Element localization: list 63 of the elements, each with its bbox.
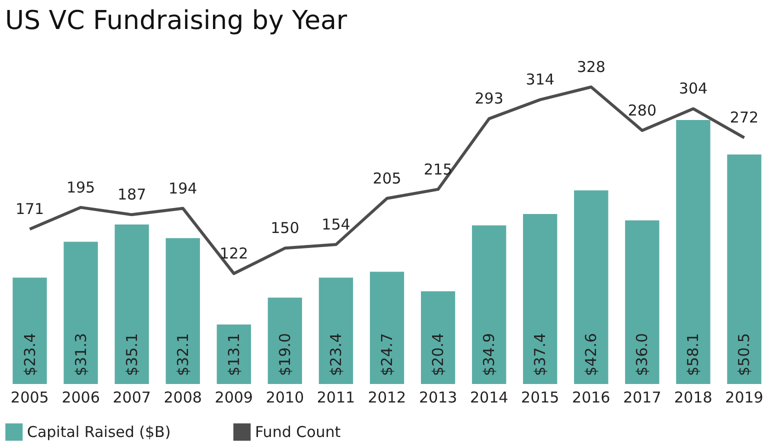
data-label: $42.6	[582, 333, 600, 376]
x-tick-label: 2010	[266, 388, 304, 406]
x-tick-label: 2019	[725, 388, 764, 406]
bar	[523, 214, 558, 384]
x-tick-label: 2006	[62, 388, 100, 406]
data-label: $37.4	[531, 333, 550, 376]
x-tick-label: 2007	[112, 388, 151, 406]
x-tick-label: 2013	[418, 388, 458, 406]
bar	[166, 238, 200, 384]
data-label: 280	[628, 101, 656, 120]
bar	[216, 324, 251, 384]
data-label: $23.4	[326, 333, 345, 376]
bar	[64, 242, 98, 384]
data-label: $32.1	[174, 333, 192, 376]
data-label: 150	[270, 219, 300, 238]
data-label: 272	[730, 108, 759, 127]
bar	[12, 278, 47, 384]
chart-title: US VC Fundraising by Year	[5, 6, 348, 36]
bar	[574, 190, 608, 384]
data-label: 328	[576, 58, 606, 76]
data-label: $13.1	[224, 333, 243, 376]
bar	[318, 278, 354, 384]
x-tick-label: 2017	[623, 388, 662, 406]
bar	[370, 272, 404, 384]
bar	[676, 120, 710, 384]
x-tick-label: 2016	[572, 388, 610, 406]
data-label: $19.0	[276, 333, 294, 376]
data-label: 194	[168, 179, 198, 198]
data-label: 314	[526, 70, 554, 89]
x-tick-label: 2009	[214, 388, 253, 406]
data-label: $31.3	[72, 333, 90, 376]
data-label: $50.5	[735, 333, 754, 376]
data-label: $35.1	[122, 333, 141, 376]
data-label: $20.4	[429, 333, 448, 376]
data-label: 187	[118, 186, 146, 204]
data-label: $34.9	[480, 333, 498, 376]
data-label: $23.4	[20, 333, 39, 376]
bar	[625, 220, 660, 384]
data-label: 293	[474, 90, 504, 108]
x-tick-label: 2012	[368, 388, 406, 406]
data-label: 195	[66, 178, 96, 196]
x-tick-label: 2014	[470, 388, 508, 406]
data-label: $36.0	[633, 333, 652, 376]
x-tick-label: 2008	[164, 388, 202, 406]
data-label: 304	[678, 80, 708, 98]
bar	[114, 224, 149, 384]
data-label: 205	[372, 169, 402, 188]
x-tick-label: 2011	[316, 388, 356, 406]
legend-label: Fund Count	[255, 423, 341, 442]
data-label: $58.1	[684, 333, 702, 376]
legend-label: Capital Raised ($B)	[27, 423, 171, 442]
data-label: $24.7	[378, 333, 396, 376]
data-label: 154	[322, 216, 350, 234]
bar	[268, 298, 302, 384]
data-label: 171	[15, 200, 44, 218]
bar	[727, 154, 762, 384]
bar	[420, 291, 456, 384]
x-tick-label: 2005	[10, 388, 49, 406]
data-label: 215	[424, 160, 452, 178]
x-tick-label: 2018	[674, 388, 712, 406]
bar	[472, 225, 506, 384]
data-label: 122	[220, 244, 248, 263]
x-tick-label: 2015	[521, 388, 560, 406]
